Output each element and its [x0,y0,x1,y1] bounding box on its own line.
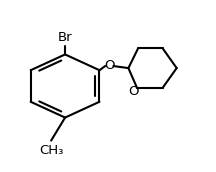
Text: CH₃: CH₃ [39,144,63,157]
Text: O: O [104,59,114,72]
Text: Br: Br [58,31,72,44]
Text: O: O [128,85,138,99]
